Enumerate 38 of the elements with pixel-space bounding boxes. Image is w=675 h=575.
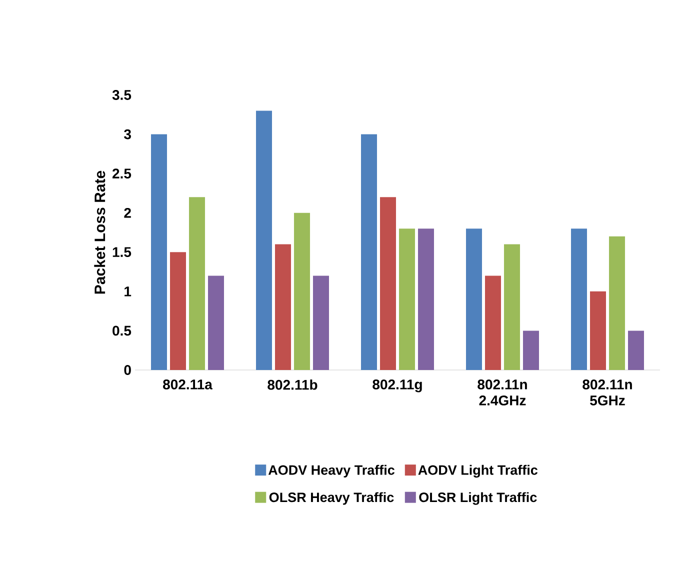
bar [189,197,205,370]
bar [466,228,482,370]
bar [294,212,310,370]
bar [609,236,625,370]
bar [590,291,606,370]
legend-label: AODV Light Traffic [418,464,538,478]
x-tick-label: 802.11n 2.4GHz [478,380,527,406]
bar [313,276,329,370]
bar [628,330,644,370]
y-tick-label: 2.5 [112,168,132,179]
x-tick-label: 802.11b [268,380,318,390]
x-tick-label: 802.11n 5GHz [582,380,632,406]
x-tick-label: 802.11g [372,380,422,392]
bar [523,330,539,370]
legend-label: AODV Heavy Traffic [268,464,394,478]
bar [485,276,501,370]
bar [399,228,415,370]
legend-label: OLSR Light Traffic [419,492,537,505]
x-tick-label: 802.11a [163,380,212,390]
y-tick-label: 3 [124,129,131,140]
y-tick-label: 1.5 [112,247,132,258]
y-tick-label: 1 [124,286,132,296]
bar [170,252,186,370]
legend-label: OLSR Heavy Traffic [269,492,394,505]
bar [151,134,167,370]
y-axis-title: Packet Loss Rate [94,170,106,294]
bar [275,244,291,370]
bar [256,110,272,370]
bar [571,228,587,370]
y-tick-label: 3.5 [112,90,132,100]
y-tick-label: 2 [124,208,131,218]
bar [361,134,377,370]
bar [418,228,434,370]
y-tick-label: 0 [124,365,131,375]
y-tick-label: 0.5 [112,326,132,336]
bar [208,276,224,370]
bar [504,244,520,370]
bar [380,197,396,370]
